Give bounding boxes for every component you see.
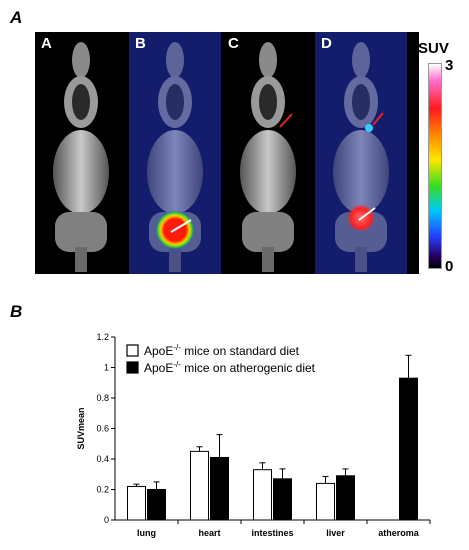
y-tick-label: 0.8 (96, 393, 109, 403)
head-shape (72, 42, 90, 78)
mouse-scan-b (129, 32, 221, 274)
pelvis-shape (55, 212, 107, 252)
red-arrow (372, 112, 384, 126)
head-shape (259, 42, 277, 78)
pet-ct-scan-strip: A B C D (35, 32, 419, 274)
bar-liver-series-2 (336, 475, 355, 521)
y-tick-label: 1.2 (96, 332, 109, 342)
y-tick-label: 0.4 (96, 454, 109, 464)
abdomen-shape (240, 130, 296, 214)
white-arrow (170, 219, 192, 233)
bar-atheroma-series-2 (399, 377, 418, 521)
y-tick-label: 0 (104, 515, 109, 525)
category-label-heart: heart (198, 528, 220, 538)
panel-a-letter: A (10, 8, 23, 27)
y-tick-label: 0.6 (96, 424, 109, 434)
suv-colorbar (428, 63, 442, 269)
y-tick-label: 0.2 (96, 485, 109, 495)
category-label-atheroma: atheroma (378, 528, 420, 538)
bar-lung-series-1 (127, 485, 146, 521)
legend-label-series-2: ApoE-/- mice on atherogenic diet (144, 360, 316, 375)
abdomen-shape (53, 130, 109, 214)
scan-label-a: A (41, 35, 52, 52)
head-shape (352, 42, 370, 78)
colorbar-min-label: 0 (445, 258, 454, 275)
colorbar-max-label: 3 (445, 57, 454, 74)
scan-label-b: B (135, 35, 146, 52)
bar-lung-series-2 (147, 489, 166, 521)
bar-liver-series-1 (316, 482, 335, 521)
mouse-scan-d (315, 32, 407, 274)
category-label-intestines: intestines (251, 528, 293, 538)
scan-label-d: D (321, 35, 332, 52)
pelvis-shape (242, 212, 294, 252)
atheroma-uptake (365, 124, 373, 132)
legend-swatch-series-1 (126, 344, 139, 357)
y-tick-label: 1 (104, 363, 109, 373)
abdomen-shape (147, 130, 203, 214)
y-axis-label: SUVmean (76, 407, 86, 449)
scan-label-c: C (228, 35, 239, 52)
legend-swatch-series-2 (126, 361, 139, 374)
white-arrow (358, 207, 376, 221)
mouse-scan-c (240, 42, 296, 272)
category-label-liver: liver (326, 528, 345, 538)
panel-b-letter: B (10, 302, 23, 321)
colorbar-title: SUV (418, 40, 449, 57)
red-arrow (279, 113, 293, 128)
suv-bar-chart: 0 0.2 0.4 0.6 0.8 1 1.2 SUVmean lung heart intesti… (76, 332, 431, 538)
scan-images (53, 32, 407, 274)
abdomen-shape (333, 130, 389, 214)
bar-intestines-series-2 (273, 478, 292, 521)
mouse-scan-a (53, 42, 109, 272)
bar-heart-series-2 (210, 456, 229, 521)
bar-heart-series-1 (190, 450, 209, 521)
category-label-lung: lung (137, 528, 156, 538)
bar-intestines-series-1 (253, 469, 272, 521)
head-shape (166, 42, 184, 78)
legend-label-series-1: ApoE-/- mice on standard diet (144, 343, 300, 358)
